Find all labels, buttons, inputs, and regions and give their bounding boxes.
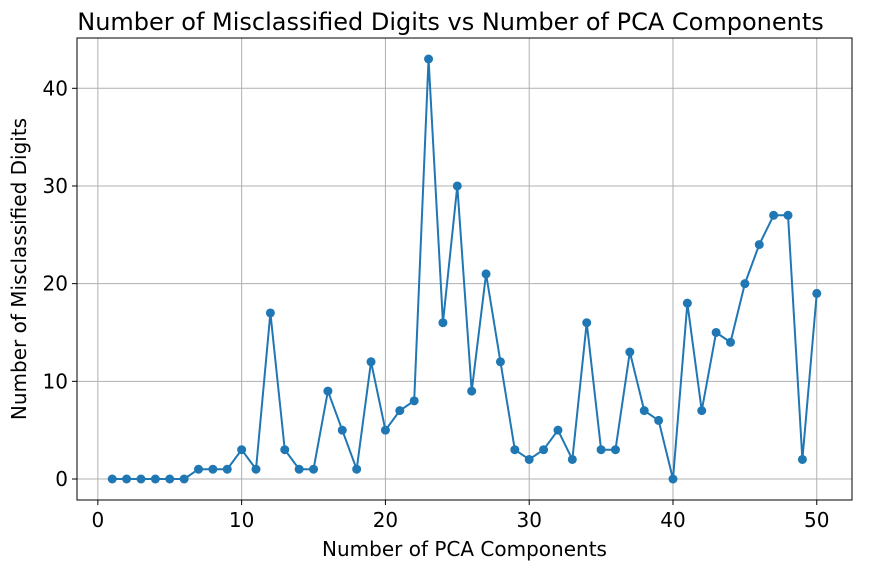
axis-ticks: 0 10 20 30 40 50 0 10 20 30 40 bbox=[43, 76, 830, 532]
data-point bbox=[323, 386, 333, 396]
y-tick-label: 10 bbox=[43, 369, 68, 393]
data-point bbox=[280, 445, 290, 455]
data-point bbox=[582, 318, 592, 328]
data-point bbox=[769, 210, 779, 220]
data-point bbox=[697, 406, 707, 416]
data-point bbox=[237, 445, 247, 455]
data-point bbox=[783, 210, 793, 220]
data-point bbox=[654, 415, 664, 425]
data-point bbox=[495, 357, 505, 367]
data-point bbox=[639, 406, 649, 416]
x-tick-label: 30 bbox=[516, 508, 541, 532]
data-point bbox=[208, 464, 218, 474]
y-tick-label: 20 bbox=[43, 272, 68, 296]
data-point bbox=[510, 445, 520, 455]
data-point bbox=[726, 337, 736, 347]
data-point bbox=[467, 386, 477, 396]
data-point bbox=[424, 54, 434, 64]
data-point bbox=[265, 308, 275, 318]
data-point bbox=[596, 445, 606, 455]
data-point bbox=[122, 474, 132, 484]
data-point bbox=[797, 454, 807, 464]
data-point bbox=[754, 240, 764, 250]
plot-frame bbox=[76, 37, 853, 501]
data-point bbox=[625, 347, 635, 357]
data-point bbox=[567, 454, 577, 464]
data-point bbox=[193, 464, 203, 474]
data-point bbox=[352, 464, 362, 474]
y-tick-label: 40 bbox=[43, 76, 68, 100]
data-point bbox=[740, 279, 750, 289]
data-point bbox=[337, 425, 347, 435]
data-point bbox=[251, 464, 261, 474]
data-point bbox=[179, 474, 189, 484]
data-point bbox=[438, 318, 448, 328]
x-tick-label: 40 bbox=[660, 508, 685, 532]
data-point bbox=[682, 298, 692, 308]
data-point bbox=[150, 474, 160, 484]
x-tick-label: 0 bbox=[91, 508, 104, 532]
data-point bbox=[107, 474, 117, 484]
data-point bbox=[294, 464, 304, 474]
data-point bbox=[366, 357, 376, 367]
x-axis-label: Number of PCA Components bbox=[322, 537, 607, 561]
x-tick-label: 10 bbox=[229, 508, 254, 532]
data-point bbox=[524, 454, 534, 464]
data-point bbox=[610, 445, 620, 455]
data-point bbox=[812, 288, 822, 298]
data-point bbox=[165, 474, 175, 484]
y-tick-label: 30 bbox=[43, 174, 68, 198]
data-point bbox=[668, 474, 678, 484]
x-tick-label: 20 bbox=[373, 508, 398, 532]
data-point bbox=[711, 327, 721, 337]
data-point bbox=[409, 396, 419, 406]
data-point bbox=[452, 181, 462, 191]
data-point bbox=[395, 406, 405, 416]
y-tick-label: 0 bbox=[55, 467, 68, 491]
x-tick-label: 50 bbox=[804, 508, 829, 532]
data-point bbox=[380, 425, 390, 435]
data-point bbox=[481, 269, 491, 279]
data-point bbox=[309, 464, 319, 474]
y-axis-label: Number of Misclassified Digits bbox=[7, 118, 31, 420]
chart-title: Number of Misclassified Digits vs Number… bbox=[77, 8, 824, 36]
data-series bbox=[107, 54, 822, 484]
data-point bbox=[539, 445, 549, 455]
data-point bbox=[136, 474, 146, 484]
data-point bbox=[222, 464, 232, 474]
data-point bbox=[553, 425, 563, 435]
